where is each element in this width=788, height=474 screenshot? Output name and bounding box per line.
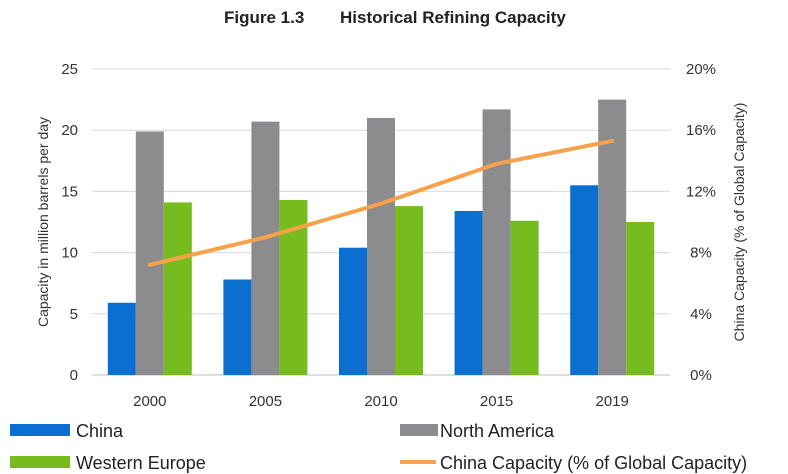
legend-swatch-north-america xyxy=(400,424,438,436)
bar-western-europe-2015 xyxy=(510,220,539,375)
y-tick-label: 10 xyxy=(61,245,78,262)
x-axis-ticks: 2000 2005 2010 2015 2019 xyxy=(133,393,629,410)
legend-label-north-america: North America xyxy=(440,421,555,441)
y2-tick-label: 12% xyxy=(686,183,716,200)
y2-tick-label: 4% xyxy=(690,306,712,323)
bar-north-america-2005 xyxy=(251,121,280,375)
y-axis-label: Capacity in million barrels per day xyxy=(35,117,51,327)
bar-north-america-2015 xyxy=(482,109,511,375)
legend-swatch-china xyxy=(10,424,70,436)
left-axis-ticks: 0 5 10 15 20 25 xyxy=(61,61,78,384)
legend-swatch-western-europe xyxy=(10,456,70,468)
china-share-line xyxy=(147,138,615,267)
x-tick-label: 2015 xyxy=(480,393,513,410)
bar-north-america-2019 xyxy=(598,99,627,375)
bar-china-2019 xyxy=(570,185,599,375)
bar-china-2015 xyxy=(454,210,483,375)
figure-title: Historical Refining Capacity xyxy=(340,8,566,27)
line-china-capacity-of-global-capacity xyxy=(147,138,615,267)
y2-tick-label: 8% xyxy=(690,245,712,262)
x-tick-label: 2019 xyxy=(596,393,629,410)
y-tick-label: 20 xyxy=(61,122,78,139)
bar-western-europe-2019 xyxy=(626,222,655,375)
y2-tick-label: 16% xyxy=(686,122,716,139)
bar-china-2005 xyxy=(223,279,252,375)
legend: China North America Western Europe China… xyxy=(10,421,747,473)
y-tick-label: 15 xyxy=(61,183,78,200)
bar-north-america-2000 xyxy=(135,131,164,375)
figure-number: Figure 1.3 xyxy=(224,8,304,27)
y-tick-label: 0 xyxy=(70,367,78,384)
x-tick-label: 2000 xyxy=(133,393,166,410)
legend-label-china-share: China Capacity (% of Global Capacity) xyxy=(440,453,747,473)
y-tick-label: 25 xyxy=(61,61,78,78)
bar-western-europe-2000 xyxy=(163,202,192,375)
y-tick-label: 5 xyxy=(70,306,78,323)
y2-tick-label: 20% xyxy=(686,61,716,78)
x-tick-label: 2005 xyxy=(249,393,282,410)
x-tick-label: 2010 xyxy=(364,393,397,410)
y2-tick-label: 0% xyxy=(690,367,712,384)
bar-north-america-2010 xyxy=(367,117,395,376)
bar-china-2010 xyxy=(339,247,367,375)
bar-western-europe-2010 xyxy=(395,206,423,375)
legend-label-western-europe: Western Europe xyxy=(76,453,206,473)
y2-axis-label: China Capacity (% of Global Capacity) xyxy=(731,103,747,342)
bar-china-2000 xyxy=(107,302,136,375)
legend-label-china: China xyxy=(76,421,124,441)
right-axis-ticks: 0% 4% 8% 12% 16% 20% xyxy=(686,61,716,384)
bars xyxy=(107,99,655,376)
